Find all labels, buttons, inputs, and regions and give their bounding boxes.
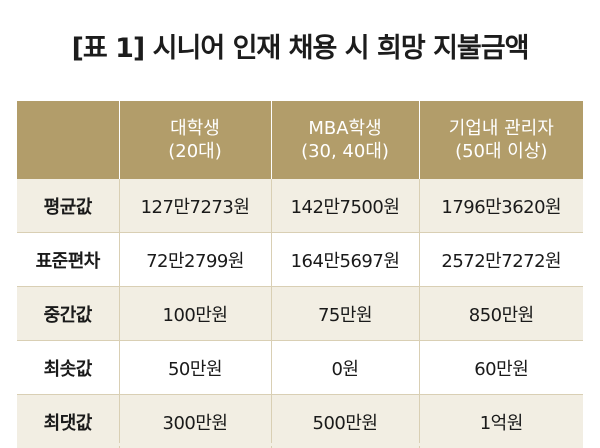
column-header-college: 대학생 (20대) bbox=[119, 101, 271, 179]
table-cell: 1796만3620원 bbox=[419, 179, 583, 233]
column-header-label: MBA학생 bbox=[272, 117, 419, 140]
column-header-label: 대학생 bbox=[120, 117, 271, 140]
table-cell: 50만원 bbox=[119, 341, 271, 395]
table-row-min: 최솟값 50만원 0원 60만원 bbox=[17, 341, 583, 395]
column-header-manager: 기업내 관리자 (50대 이상) bbox=[419, 101, 583, 179]
row-label: 최솟값 bbox=[17, 341, 119, 395]
header-corner bbox=[17, 101, 119, 179]
table-cell: 127만7273원 bbox=[119, 179, 271, 233]
payment-table: 대학생 (20대) MBA학생 (30, 40대) 기업내 관리자 (50대 이… bbox=[17, 101, 583, 448]
column-header-age: (20대) bbox=[120, 140, 271, 163]
column-header-mba: MBA학생 (30, 40대) bbox=[271, 101, 419, 179]
table-cell: 60만원 bbox=[419, 341, 583, 395]
table-cell: 500만원 bbox=[271, 395, 419, 448]
table-row-stddev: 표준편차 72만2799원 164만5697원 2572만7272원 bbox=[17, 233, 583, 287]
table-cell: 100만원 bbox=[119, 287, 271, 341]
row-label: 중간값 bbox=[17, 287, 119, 341]
column-header-age: (50대 이상) bbox=[420, 140, 584, 163]
table-cell: 72만2799원 bbox=[119, 233, 271, 287]
table-row-mean: 평균값 127만7273원 142만7500원 1796만3620원 bbox=[17, 179, 583, 233]
table-cell: 75만원 bbox=[271, 287, 419, 341]
table-cell: 1억원 bbox=[419, 395, 583, 448]
column-header-age: (30, 40대) bbox=[272, 140, 419, 163]
table-cell: 850만원 bbox=[419, 287, 583, 341]
header-row: 대학생 (20대) MBA학생 (30, 40대) 기업내 관리자 (50대 이… bbox=[17, 101, 583, 179]
column-header-label: 기업내 관리자 bbox=[420, 117, 584, 140]
table-cell: 164만5697원 bbox=[271, 233, 419, 287]
table-row-median: 중간값 100만원 75만원 850만원 bbox=[17, 287, 583, 341]
table-cell: 142만7500원 bbox=[271, 179, 419, 233]
row-label: 평균값 bbox=[17, 179, 119, 233]
table-cell: 2572만7272원 bbox=[419, 233, 583, 287]
table-title: [표 1] 시니어 인재 채용 시 희망 지불금액 bbox=[0, 26, 600, 65]
row-label: 최댓값 bbox=[17, 395, 119, 448]
table-cell: 0원 bbox=[271, 341, 419, 395]
table-row-max: 최댓값 300만원 500만원 1억원 bbox=[17, 395, 583, 448]
table-cell: 300만원 bbox=[119, 395, 271, 448]
row-label: 표준편차 bbox=[17, 233, 119, 287]
